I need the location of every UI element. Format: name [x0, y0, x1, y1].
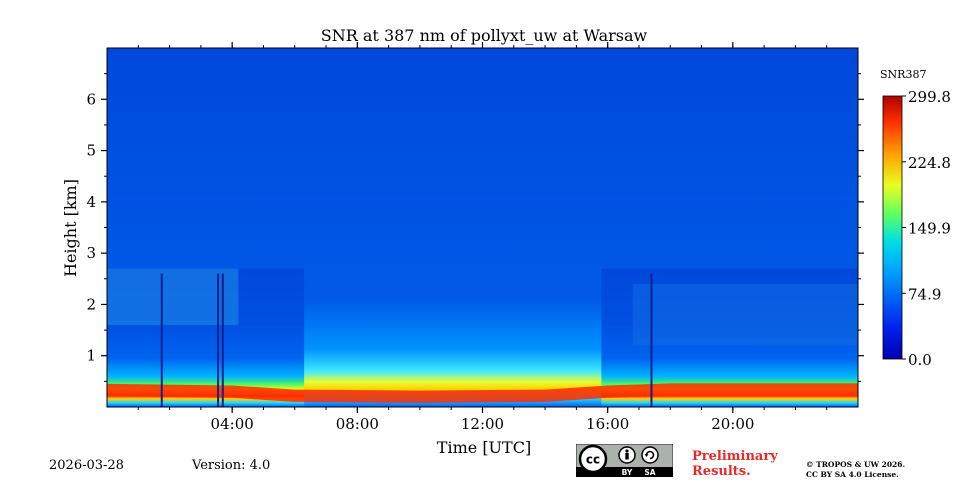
- x-axis-label: Time [UTC]: [437, 438, 531, 457]
- x-tick-label: 16:00: [586, 415, 629, 433]
- cc-icon: [578, 444, 608, 474]
- y-axis: 1 2 3 4 5 6: [86, 73, 864, 382]
- y-tick-label: 6: [86, 90, 96, 108]
- cc-by-sa-license-badge: cc BY SA: [576, 444, 673, 477]
- colorbar-tick-label: 74.9: [908, 285, 941, 303]
- svg-text:BY: BY: [622, 468, 633, 477]
- x-tick-label: 12:00: [461, 415, 504, 433]
- y-axis-label: Height [km]: [61, 179, 80, 277]
- heatmap-area: [107, 48, 858, 407]
- profile-dropout: [650, 273, 653, 407]
- colorbar-tick-label: 224.8: [908, 154, 951, 172]
- preliminary-results-note: Preliminary Results.: [692, 449, 778, 479]
- profile-dropout: [221, 273, 224, 407]
- y-tick-label: 4: [86, 193, 96, 211]
- version-label: Version: 4.0: [192, 458, 271, 473]
- heatmap-layers: [107, 48, 858, 407]
- heatmap-layer-boundary: [107, 383, 858, 403]
- y-tick-label: 1: [86, 347, 96, 365]
- profile-dropout: [160, 273, 163, 407]
- colorbar-tick-label: 0.0: [908, 351, 932, 369]
- colorbar-tick-label: 149.9: [908, 220, 951, 238]
- y-tick-label: 3: [86, 244, 96, 262]
- profile-dropout: [217, 273, 220, 407]
- svg-text:cc: cc: [586, 453, 600, 467]
- colorbar-ticks: 0.0 74.9 149.9 224.8 299.8: [902, 88, 951, 369]
- y-tick-label: 2: [86, 295, 96, 313]
- svg-text:SA: SA: [644, 468, 655, 477]
- run-date: 2026-03-28: [49, 458, 124, 473]
- colorbar-tick-label: 299.8: [908, 88, 951, 106]
- x-axis: 04:00 08:00 12:00 16:00 20:00: [137, 42, 828, 433]
- copyright-notice: © TROPOS & UW 2026. CC BY SA 4.0 License…: [806, 460, 906, 479]
- x-tick-label: 20:00: [711, 415, 754, 433]
- share-alike-icon: [641, 446, 659, 464]
- colorbar-label: SNR387: [880, 68, 926, 81]
- x-tick-label: 04:00: [211, 415, 254, 433]
- y-tick-label: 5: [86, 142, 96, 160]
- colorbar: [882, 95, 903, 360]
- chart-title: SNR at 387 nm of pollyxt_uw at Warsaw: [321, 26, 648, 45]
- x-tick-label: 08:00: [336, 415, 379, 433]
- heatmap-layer-aerosol-evening: [632, 283, 858, 346]
- heatmap-layer-aerosol-morning: [107, 268, 239, 325]
